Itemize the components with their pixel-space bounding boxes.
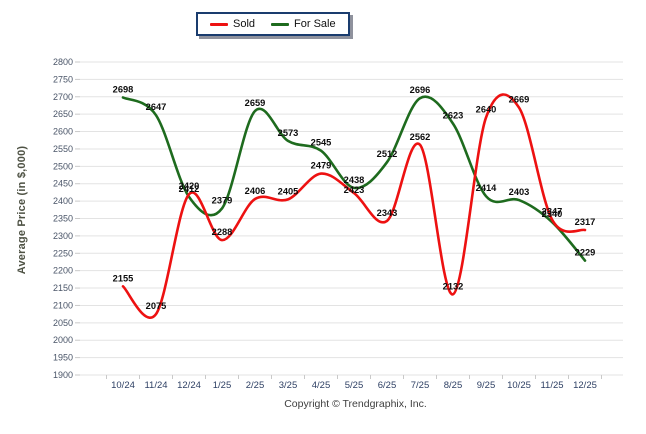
x-tick-label: 1/25: [213, 380, 232, 391]
x-tick-label: 12/24: [177, 380, 201, 391]
x-tick-label: 10/25: [507, 380, 531, 391]
x-tick-label: 5/25: [345, 380, 364, 391]
x-tick-label: 4/25: [312, 380, 331, 391]
y-tick-label: 2750: [53, 74, 73, 84]
for-sale-data-label: 2403: [509, 187, 530, 197]
x-tick-label: 8/25: [444, 380, 463, 391]
x-tick-label: 11/25: [540, 380, 563, 391]
legend-item-for-sale: For Sale: [271, 18, 336, 30]
sold-data-label: 2479: [311, 161, 332, 171]
x-tick-label: 2/25: [246, 380, 265, 391]
legend-label-for-sale: For Sale: [294, 18, 336, 30]
for-sale-data-label: 2573: [278, 128, 299, 138]
for-sale-data-label: 2659: [245, 98, 266, 108]
sold-data-label: 2405: [278, 186, 299, 196]
y-tick-label: 2050: [53, 318, 73, 328]
sold-data-label: 2343: [377, 208, 398, 218]
y-tick-label: 2150: [53, 283, 73, 293]
y-tick-label: 2500: [53, 161, 73, 171]
y-tick-label: 2000: [53, 335, 73, 345]
sold-data-label: 2423: [344, 185, 365, 195]
for-sale-data-label: 2438: [344, 175, 365, 185]
for-sale-data-label: 2698: [113, 84, 134, 94]
for-sale-data-label: 2647: [146, 102, 167, 112]
sold-data-label: 2562: [410, 132, 431, 142]
for-sale-data-label: 2412: [179, 184, 200, 194]
copyright-text: Copyright © Trendgraphix, Inc.: [284, 398, 427, 410]
for-sale-data-label: 2340: [542, 209, 563, 219]
legend-item-sold: Sold: [210, 18, 255, 30]
sold-data-label: 2317: [575, 217, 596, 227]
y-tick-label: 2550: [53, 144, 73, 154]
x-tick-label: 7/25: [411, 380, 430, 391]
sold-data-label: 2075: [146, 301, 167, 311]
y-tick-label: 2100: [53, 300, 73, 310]
x-tick-label: 6/25: [378, 380, 397, 391]
sold-data-label: 2132: [443, 281, 464, 291]
y-tick-label: 1950: [53, 353, 73, 363]
sold-data-label: 2640: [476, 105, 497, 115]
y-tick-label: 2200: [53, 266, 73, 276]
y-tick-label: 2250: [53, 248, 73, 258]
sold-line: [121, 93, 587, 319]
legend-label-sold: Sold: [233, 18, 256, 30]
y-tick-label: 2450: [53, 179, 73, 189]
sold-line-swatch-icon: [210, 22, 228, 26]
for-sale-data-label: 2623: [443, 111, 464, 121]
y-tick-label: 2800: [53, 57, 73, 67]
sold-data-label: 2288: [212, 227, 233, 237]
for-sale-line: [121, 95, 587, 262]
y-tick-label: 2350: [53, 214, 73, 224]
y-tick-label: 1900: [53, 370, 73, 380]
y-tick-label: 2300: [53, 231, 73, 241]
for-sale-data-label: 2379: [212, 195, 233, 205]
sold-data-label: 2406: [245, 186, 266, 196]
sold-data-label: 2347: [542, 207, 563, 217]
for-sale-data-label: 2545: [311, 138, 332, 148]
chart-legend: Sold For Sale: [196, 12, 350, 36]
x-tick-label: 12/25: [573, 380, 597, 391]
y-tick-label: 2700: [53, 92, 73, 102]
sold-data-label: 2669: [509, 95, 530, 105]
y-tick-label: 2650: [53, 109, 73, 119]
sold-data-label: 2155: [113, 273, 134, 283]
for-sale-data-label: 2696: [410, 85, 431, 95]
sold-data-label: 2420: [179, 181, 200, 191]
for-sale-data-label: 2229: [575, 248, 596, 258]
for-sale-line-swatch-icon: [271, 22, 290, 26]
for-sale-data-label: 2414: [476, 183, 498, 193]
x-tick-label: 3/25: [279, 380, 298, 391]
y-tick-label: 2400: [53, 196, 73, 206]
x-tick-label: 10/24: [111, 380, 135, 391]
for-sale-data-label: 2512: [377, 149, 398, 159]
x-tick-label: 9/25: [477, 380, 496, 391]
x-tick-label: 11/24: [144, 380, 167, 391]
y-tick-label: 2600: [53, 127, 73, 137]
